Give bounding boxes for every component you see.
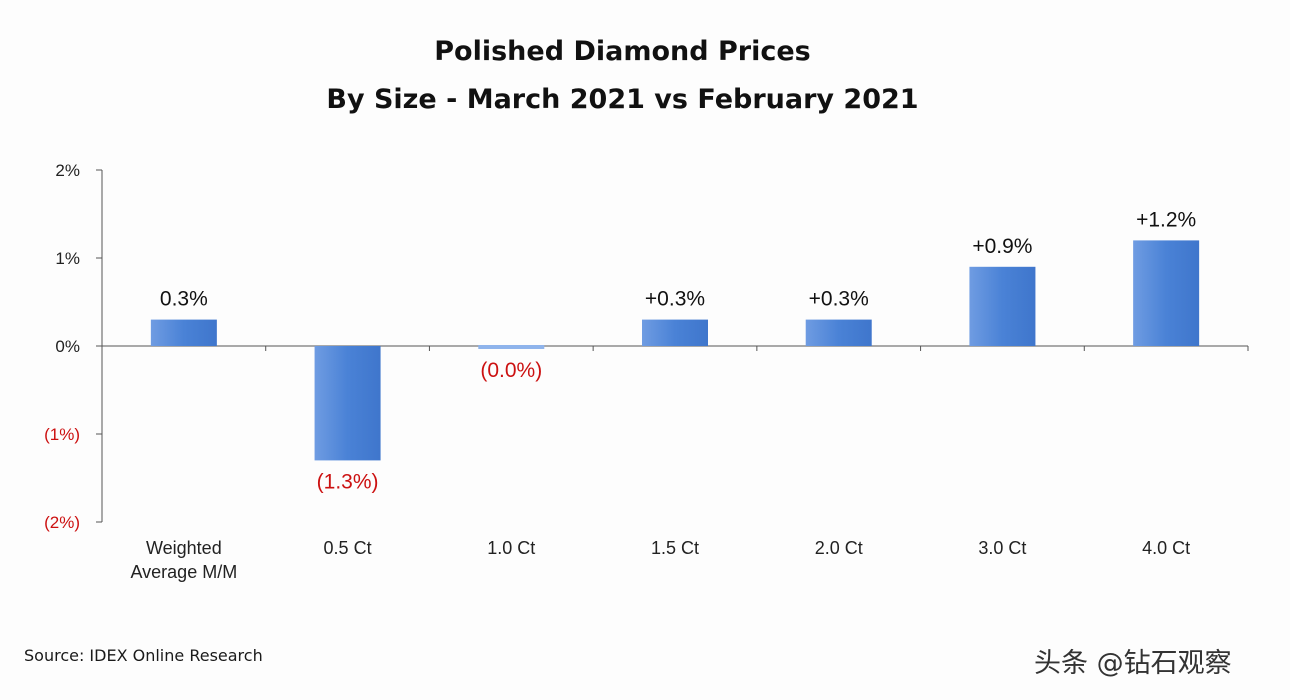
chart-title: Polished Diamond Prices By Size - March … — [0, 28, 1245, 124]
bars — [150, 240, 1200, 461]
x-category-label-line: 0.5 Ct — [324, 538, 372, 558]
data-label: (1.3%) — [317, 470, 379, 493]
x-category-label: 1.5 Ct — [651, 538, 699, 558]
bar — [478, 345, 545, 349]
x-category-label: 4.0 Ct — [1142, 538, 1190, 558]
bar — [314, 346, 381, 461]
y-tick-label: 1% — [55, 249, 80, 268]
x-category-label-line: 4.0 Ct — [1142, 538, 1190, 558]
x-category-label-line: Average M/M — [130, 562, 237, 582]
watermark: 头条 @钻石观察 — [1034, 648, 1232, 679]
x-category-label-line: 1.5 Ct — [651, 538, 699, 558]
data-label: +0.9% — [972, 235, 1032, 258]
data-label: +0.3% — [809, 288, 869, 311]
chart-title-line-1: Polished Diamond Prices — [434, 36, 811, 67]
data-label: (0.0%) — [480, 359, 542, 382]
x-category-label: 3.0 Ct — [978, 538, 1026, 558]
chart-title-line-2: By Size - March 2021 vs February 2021 — [326, 84, 919, 115]
labels: 0.3% Weighted Average M/M (1.3%) 0.5 Ct (0.0%… — [130, 208, 1196, 582]
x-category-label-line: Weighted — [146, 538, 222, 558]
data-label: +1.2% — [1136, 208, 1196, 231]
x-category-label: 1.0 Ct — [487, 538, 535, 558]
y-tick-label: (2%) — [44, 513, 80, 532]
source-note: Source: IDEX Online Research — [24, 646, 263, 665]
bar — [805, 319, 872, 346]
y-tick-label: 2% — [55, 161, 80, 180]
data-label: 0.3% — [160, 288, 208, 311]
x-category-label-line: 3.0 Ct — [978, 538, 1026, 558]
x-category-label: Weighted Average M/M — [130, 538, 237, 582]
x-category-label-line: 2.0 Ct — [815, 538, 863, 558]
x-category-label: 0.5 Ct — [324, 538, 372, 558]
axes: 2% 1% 0% (1%) (2%) — [44, 161, 1249, 532]
bar — [1133, 240, 1200, 346]
x-category-label-line: 1.0 Ct — [487, 538, 535, 558]
bar — [969, 266, 1036, 346]
y-tick-label: (1%) — [44, 425, 80, 444]
data-label: +0.3% — [645, 288, 705, 311]
y-tick-label: 0% — [55, 337, 80, 356]
x-category-label: 2.0 Ct — [815, 538, 863, 558]
bar — [642, 319, 708, 346]
bar — [150, 319, 217, 346]
